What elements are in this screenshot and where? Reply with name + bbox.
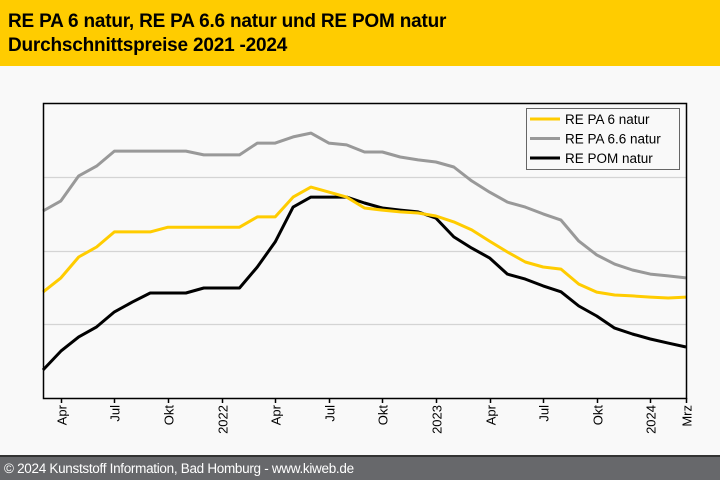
x-tick-label: Apr bbox=[55, 404, 70, 425]
x-tick-label: Jul bbox=[323, 405, 338, 422]
x-tick-label: Jul bbox=[537, 405, 552, 422]
x-tick-label: Jul bbox=[108, 405, 123, 422]
series-line-re-pom-natur bbox=[41, 195, 687, 372]
x-tick-label: Okt bbox=[591, 405, 606, 426]
x-tick-label: 2023 bbox=[430, 405, 445, 434]
series-line-re-pa-6-natur bbox=[42, 185, 687, 300]
x-tick-label: Okt bbox=[162, 405, 177, 426]
gridlines bbox=[43, 176, 686, 326]
chart-title-line-2: Durchschnittspreise 2021 -2024 bbox=[8, 35, 288, 56]
x-tick-label: 2024 bbox=[644, 405, 659, 434]
series-lines bbox=[41, 131, 687, 372]
x-tick-label: Mrz bbox=[680, 405, 695, 427]
legend-label: RE POM natur bbox=[565, 151, 653, 166]
legend: RE PA 6 natur RE PA 6.6 natur RE POM natur bbox=[526, 108, 680, 170]
legend-label: RE PA 6 natur bbox=[565, 112, 650, 127]
chart-title-line-1: RE PA 6 natur, RE PA 6.6 natur und RE PO… bbox=[8, 11, 447, 32]
title-banner: RE PA 6 natur, RE PA 6.6 natur und RE PO… bbox=[0, 0, 720, 66]
legend-label: RE PA 6.6 natur bbox=[565, 132, 661, 147]
series-line-re-pa-6-6-natur bbox=[42, 131, 687, 280]
x-axis: Apr Jul Okt 2022 Apr Jul Okt 2023 Apr Jul Okt 2024 M… bbox=[55, 398, 695, 434]
chart-title: RE PA 6 natur, RE PA 6.6 natur und RE PO… bbox=[8, 10, 446, 58]
footer-bar: © 2024 Kunststoff Information, Bad Hombu… bbox=[0, 455, 720, 480]
copyright-text: © 2024 Kunststoff Information, Bad Hombu… bbox=[4, 461, 354, 476]
x-tick-label: Apr bbox=[484, 404, 499, 425]
x-tick-label: 2022 bbox=[216, 405, 231, 434]
x-tick-label: Okt bbox=[376, 405, 391, 426]
x-tick-label: Apr bbox=[269, 404, 284, 425]
